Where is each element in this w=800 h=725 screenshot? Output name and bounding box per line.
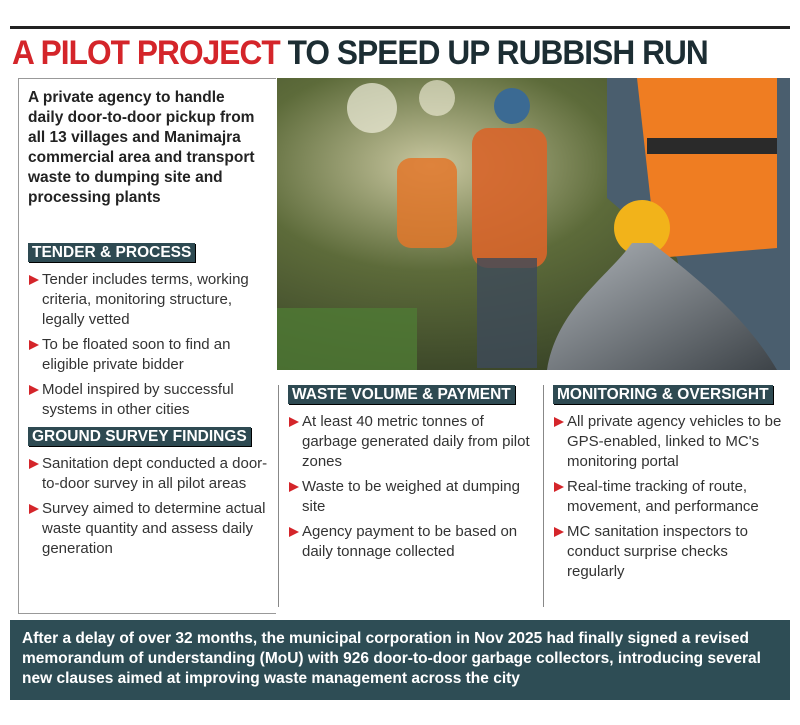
section-heading: MONITORING & OVERSIGHT: [553, 384, 789, 406]
middle-column: WASTE VOLUME & PAYMENT At least 40 metric…: [288, 376, 534, 567]
footer-note: After a delay of over 32 months, the mun…: [10, 620, 790, 700]
section-heading: TENDER & PROCESS: [28, 242, 268, 264]
section-heading-text: GROUND SURVEY FINDINGS: [28, 427, 251, 446]
section-heading-text: WASTE VOLUME & PAYMENT: [288, 385, 515, 404]
bullet: Sanitation dept conducted a door-to-door…: [28, 454, 268, 494]
bullet: At least 40 metric tonnes of garbage gen…: [288, 412, 534, 472]
section-heading: WASTE VOLUME & PAYMENT: [288, 384, 534, 406]
bullet: All private agency vehicles to be GPS-en…: [553, 412, 789, 472]
bullet: Survey aimed to determine actual waste q…: [28, 499, 268, 559]
intro: A private agency to handle daily door-to…: [28, 89, 255, 206]
title-rest: TO SPEED UP RUBBISH RUN: [287, 34, 709, 72]
section-heading-text: TENDER & PROCESS: [28, 243, 196, 262]
left-column: TENDER & PROCESS Tender includes terms, w…: [28, 234, 268, 564]
photo: [277, 78, 790, 370]
title: A PILOT PROJECT TO SPEED UP RUBBISH RUN: [12, 34, 709, 73]
bullet: Real-time tracking of route, movement, a…: [553, 477, 789, 517]
column-divider: [278, 385, 279, 607]
column-divider: [543, 385, 544, 607]
bullet: Waste to be weighed at dumping site: [288, 477, 534, 517]
bullet: To be floated soon to find an eligible p…: [28, 335, 268, 375]
bullet: MC sanitation inspectors to conduct surp…: [553, 522, 789, 582]
bullet: Model inspired by successful systems in …: [28, 380, 268, 420]
right-column: MONITORING & OVERSIGHT All private agency…: [553, 376, 789, 587]
section-heading-text: MONITORING & OVERSIGHT: [553, 385, 773, 404]
title-highlight: A PILOT PROJECT: [12, 34, 281, 72]
left-panel: [18, 78, 276, 614]
section-heading: GROUND SURVEY FINDINGS: [28, 426, 268, 448]
bullet: Tender includes terms, working criteria,…: [28, 270, 268, 330]
bullet: Agency payment to be based on daily tonn…: [288, 522, 534, 562]
top-rule: [10, 26, 790, 29]
